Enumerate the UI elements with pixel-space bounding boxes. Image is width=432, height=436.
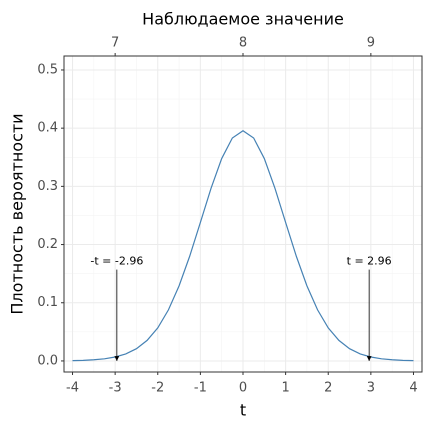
density-line [72, 129, 414, 362]
x-tick-label: 3 [367, 381, 375, 396]
x2-tick-label: 8 [239, 36, 247, 51]
y-tick-label: 0.1 [37, 295, 58, 310]
y-tick-label: 0.0 [37, 353, 58, 368]
panel-border [63, 55, 423, 373]
x-tick-label: 0 [239, 381, 247, 396]
y-tick-label: 0.4 [37, 121, 58, 136]
y-tick-label: 0.3 [37, 179, 58, 194]
x-tick-label: -4 [66, 381, 79, 396]
y-axis-title: Плотность вероятности [8, 113, 27, 314]
chart-title: Наблюдаемое значение [142, 10, 344, 29]
annotation-label: t = 2.96 [347, 255, 392, 268]
x-tick-label: 1 [281, 381, 289, 396]
y-tick-label: 0.5 [37, 62, 58, 77]
x2-tick-label: 7 [111, 36, 119, 51]
x-tick-label: -2 [151, 381, 164, 396]
annotation-label: -t = -2.96 [90, 255, 143, 268]
x2-tick-label: 9 [367, 36, 375, 51]
x-tick-label: 4 [409, 381, 417, 396]
x-tick-label: -3 [109, 381, 122, 396]
y-tick-label: 0.2 [37, 237, 58, 252]
x-tick-label: 2 [324, 381, 332, 396]
x-tick-label: -1 [194, 381, 207, 396]
x-axis-title: t [240, 401, 246, 420]
